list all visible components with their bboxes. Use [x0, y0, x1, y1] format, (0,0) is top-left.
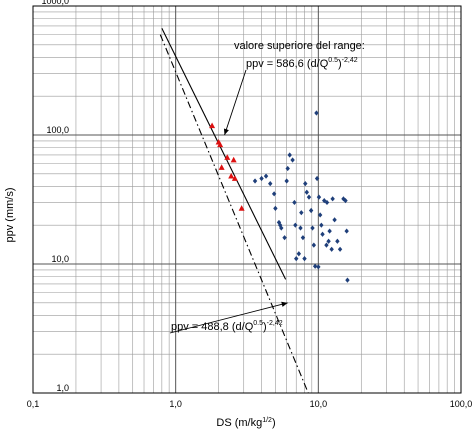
blue-point [299, 210, 304, 216]
blue-point [337, 246, 343, 252]
red-point [209, 122, 216, 129]
red-point [224, 154, 231, 160]
blue-point [298, 225, 303, 231]
y-tick-label: 10,0 [51, 254, 69, 264]
annotation-lower-leader [169, 302, 288, 334]
annotation-upper-leader [224, 69, 247, 136]
x-tick-label: 100,0 [450, 399, 473, 409]
blue-point [263, 173, 269, 179]
red-point [218, 164, 225, 170]
blue-point [296, 251, 302, 257]
annotation-upper-formula: ppv = 586,6 (d/Q0.5)-2,42 [246, 57, 358, 70]
blue-point [329, 246, 334, 252]
red-point [231, 175, 238, 181]
blue-point [290, 157, 295, 163]
blue-point [271, 191, 277, 197]
blue-point [311, 242, 317, 248]
blue-point [284, 178, 289, 184]
red-series [209, 122, 245, 211]
trend-lines [159, 28, 309, 394]
blue-point [310, 225, 315, 231]
plot-frame [32, 5, 462, 394]
formula-paren: ) [338, 58, 342, 70]
annotation-lower-formula: ppv = 488,8 (d/Q0.5)-2,42 [171, 320, 283, 333]
blue-point [314, 175, 320, 182]
x-tick-label: 10,0 [310, 399, 328, 409]
x-axis-label: DS (m/kg1/2) [216, 417, 275, 429]
blue-point [293, 222, 298, 228]
blue-point [324, 199, 330, 206]
y-tick-label: 100,0 [46, 125, 69, 135]
blue-point [312, 263, 318, 269]
blue-point [279, 225, 284, 231]
formula-exp-inner: 0.5 [328, 57, 338, 64]
blue-point [335, 238, 340, 244]
blue-point [302, 256, 307, 262]
formula-exp-outer: -2,42 [342, 57, 358, 64]
annotation-lower-arrowhead [281, 301, 288, 307]
blue-point [287, 152, 292, 158]
blue-point [317, 212, 323, 218]
red-point [230, 156, 237, 163]
blue-point [324, 242, 329, 248]
x-tick-labels: 0,1 1,0 10,0 100,0 [27, 399, 473, 409]
blue-point [327, 228, 332, 234]
blue-point [303, 181, 308, 187]
y-tick-label: 1000,0 [41, 0, 69, 6]
red-point [228, 172, 235, 179]
annotation-upper-line1: valore superiore del range: [234, 40, 365, 52]
blue-series [252, 110, 350, 283]
blue-point [343, 198, 348, 204]
trend-line-lower [159, 34, 309, 394]
blue-point [319, 222, 324, 228]
blue-point [268, 181, 273, 187]
blue-point [292, 199, 297, 206]
blue-point [300, 235, 306, 241]
annotation-upper-arrowhead [223, 128, 229, 135]
blue-point [273, 205, 278, 211]
annotations: valore superiore del range: ppv = 586,6 (… [169, 40, 365, 334]
x-axis-label-end: ) [272, 417, 276, 429]
formula-base: ppv = 586,6 (d/Q [246, 58, 329, 70]
grid-minor [33, 6, 461, 393]
x-tick-label: 0,1 [27, 399, 40, 409]
blue-point [259, 175, 264, 182]
formula-base: ppv = 488,8 (d/Q [171, 321, 254, 333]
blue-point [326, 238, 331, 244]
blue-point [344, 228, 349, 234]
blue-point [294, 256, 299, 262]
blue-point [285, 165, 290, 172]
blue-point [314, 110, 319, 116]
formula-exp-outer: -2,42 [267, 320, 283, 327]
blue-point [252, 178, 258, 184]
y-tick-labels: 1,0 10,0 100,0 1000,0 [41, 0, 69, 393]
x-axis-label-sup: 1/2 [262, 417, 272, 424]
blue-point [306, 194, 312, 200]
x-tick-label: 1,0 [169, 399, 182, 409]
blue-point [345, 277, 350, 283]
trend-line-upper [161, 28, 287, 280]
x-axis-label-main: DS (m/kg [216, 417, 262, 429]
blue-point [320, 231, 325, 237]
formula-exp-inner: 0.5 [253, 320, 263, 327]
y-axis-label: ppv (mm/s) [4, 188, 16, 243]
y-tick-label: 1,0 [56, 383, 69, 393]
blue-point [316, 264, 321, 270]
blue-point [304, 189, 309, 195]
blue-point [330, 196, 335, 202]
red-point [238, 205, 245, 211]
formula-paren: ) [263, 321, 267, 333]
blue-point [316, 194, 322, 200]
blue-point [332, 217, 337, 223]
blue-point [282, 235, 287, 241]
blue-point [308, 207, 314, 214]
red-point [217, 141, 224, 148]
